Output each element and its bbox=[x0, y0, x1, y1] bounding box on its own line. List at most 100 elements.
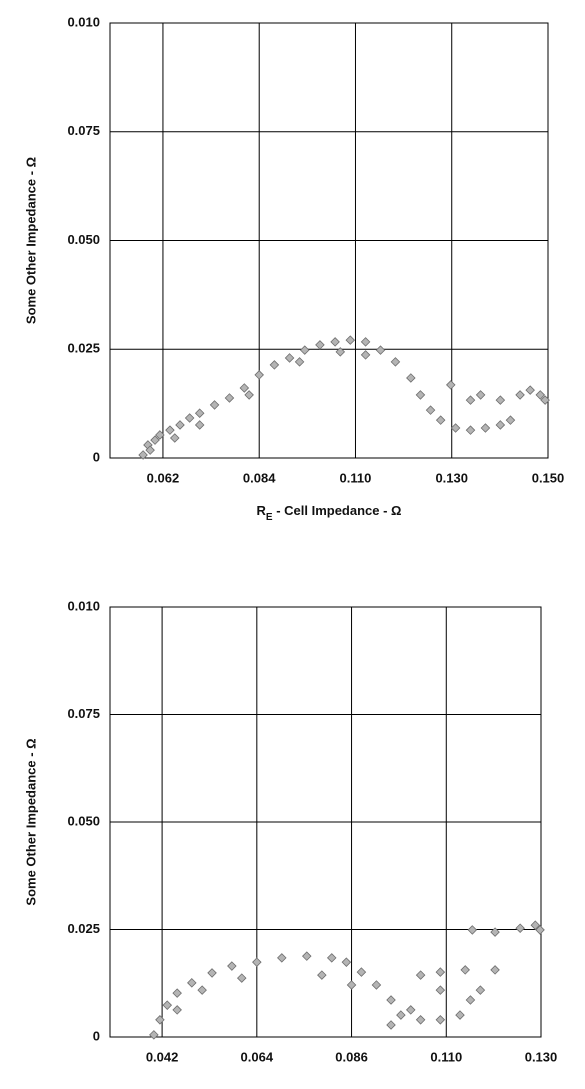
x-tick-label: 0.110 bbox=[430, 1049, 462, 1064]
point bbox=[330, 337, 340, 347]
point bbox=[465, 425, 476, 435]
point bbox=[345, 335, 356, 345]
point bbox=[346, 980, 357, 990]
point bbox=[390, 357, 401, 367]
point bbox=[435, 415, 446, 425]
y-tick-label: 0.050 bbox=[67, 232, 100, 247]
point bbox=[490, 927, 500, 937]
y-tick-label: 0.050 bbox=[67, 813, 100, 828]
point bbox=[415, 1015, 426, 1025]
point bbox=[302, 951, 312, 961]
point bbox=[396, 1010, 406, 1020]
point bbox=[386, 1020, 396, 1030]
point bbox=[525, 385, 535, 395]
point bbox=[277, 953, 287, 963]
x-tick-label: 0.110 bbox=[340, 470, 372, 485]
point bbox=[194, 420, 205, 430]
y-tick-label: 0.075 bbox=[67, 706, 100, 721]
point bbox=[450, 423, 461, 433]
point bbox=[371, 980, 382, 990]
point bbox=[515, 390, 525, 400]
point bbox=[236, 973, 247, 983]
plot-frame bbox=[109, 606, 542, 1038]
point bbox=[415, 970, 426, 980]
x-tick-label: 0.086 bbox=[335, 1049, 368, 1064]
point bbox=[169, 433, 180, 443]
point bbox=[194, 408, 205, 418]
point bbox=[239, 383, 250, 393]
x-tick-label: 0.062 bbox=[147, 470, 180, 485]
x-tick-label: 0.150 bbox=[532, 470, 565, 485]
point bbox=[435, 967, 446, 977]
x-tick-label: 0.064 bbox=[241, 1049, 274, 1064]
point bbox=[530, 920, 541, 930]
y-axis-label: Some Other Impedance - Ω bbox=[23, 157, 38, 324]
point bbox=[360, 350, 371, 360]
point bbox=[335, 347, 346, 357]
point bbox=[465, 995, 476, 1005]
y-tick-label: 0.010 bbox=[67, 598, 100, 613]
point bbox=[145, 445, 155, 455]
point bbox=[435, 1015, 446, 1025]
x-label-main: R bbox=[257, 503, 267, 518]
point bbox=[515, 923, 525, 933]
point bbox=[209, 400, 220, 410]
point bbox=[465, 395, 476, 405]
y-tick-label: 0.025 bbox=[67, 921, 100, 936]
point bbox=[162, 1000, 173, 1010]
y-tick-label: 0.010 bbox=[67, 14, 100, 29]
point bbox=[299, 345, 310, 355]
x-tick-label: 0.084 bbox=[243, 470, 276, 485]
point bbox=[294, 357, 305, 367]
x-label-subscript: E bbox=[266, 512, 273, 523]
y-axis-label: Some Other Impedance - Ω bbox=[23, 738, 38, 905]
point bbox=[425, 405, 436, 415]
point bbox=[460, 965, 470, 975]
point bbox=[184, 413, 195, 423]
point bbox=[155, 1015, 165, 1025]
point bbox=[149, 1030, 159, 1040]
point bbox=[172, 988, 182, 998]
point bbox=[467, 925, 478, 935]
point bbox=[326, 953, 337, 963]
point bbox=[317, 970, 327, 980]
point bbox=[187, 978, 197, 988]
point bbox=[172, 1005, 182, 1015]
point bbox=[165, 425, 175, 435]
x-tick-label: 0.130 bbox=[435, 470, 468, 485]
chart: 0 0.025 0.050 0.075 0.010 0.062 0.084 0.110 0.13… bbox=[23, 14, 564, 522]
point bbox=[341, 957, 352, 967]
point bbox=[415, 390, 426, 400]
point bbox=[269, 360, 280, 370]
y-tick-label: 0 bbox=[93, 449, 100, 464]
x-label-rest: - Cell Impedance - Ω bbox=[273, 503, 402, 518]
point bbox=[254, 370, 264, 380]
x-tick-label: 0.042 bbox=[146, 1049, 179, 1064]
point bbox=[535, 390, 546, 400]
point bbox=[207, 968, 217, 978]
point bbox=[284, 353, 295, 363]
point bbox=[386, 995, 396, 1005]
point bbox=[224, 393, 235, 403]
point bbox=[495, 420, 506, 430]
point bbox=[406, 373, 416, 383]
point bbox=[252, 957, 262, 967]
point bbox=[480, 423, 491, 433]
point bbox=[475, 985, 486, 995]
point bbox=[197, 985, 207, 995]
point bbox=[475, 390, 486, 400]
y-tick-label: 0.075 bbox=[67, 123, 100, 138]
point bbox=[175, 420, 185, 430]
y-tick-label: 0.025 bbox=[67, 341, 100, 356]
point bbox=[315, 340, 325, 350]
point bbox=[155, 430, 165, 440]
point bbox=[455, 1010, 465, 1020]
point bbox=[540, 395, 550, 405]
x-axis-label: RE - Cell Impedance - Ω bbox=[257, 503, 402, 522]
plot-frame bbox=[109, 22, 549, 459]
point bbox=[375, 345, 386, 355]
y-tick-label: 0 bbox=[93, 1028, 100, 1043]
point bbox=[138, 450, 148, 460]
point bbox=[435, 985, 446, 995]
